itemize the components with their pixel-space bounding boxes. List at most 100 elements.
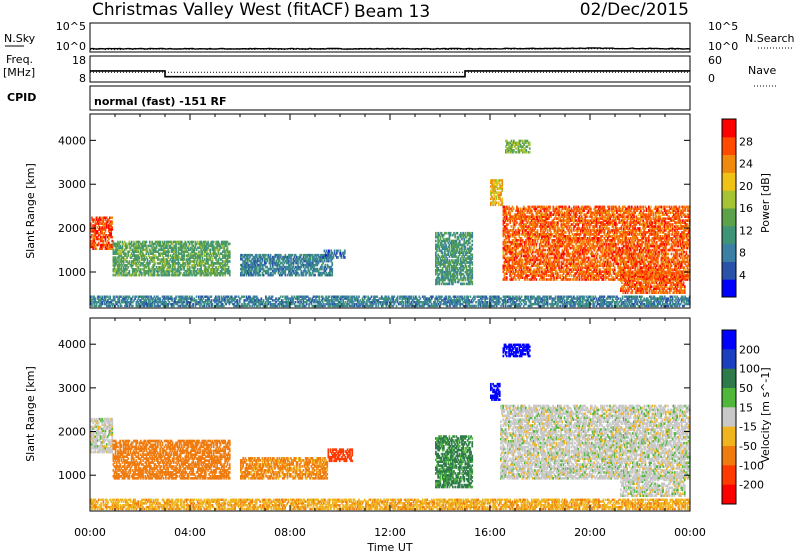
data-cell bbox=[207, 242, 209, 246]
data-cell bbox=[151, 273, 153, 277]
data-cell bbox=[286, 257, 289, 261]
data-cell bbox=[528, 207, 531, 211]
data-cell bbox=[534, 221, 536, 224]
data-cell bbox=[526, 278, 529, 281]
data-cell bbox=[120, 266, 123, 269]
data-cell bbox=[594, 223, 597, 226]
data-cell bbox=[125, 266, 127, 269]
data-cell bbox=[563, 252, 566, 256]
data-cell bbox=[562, 252, 565, 256]
data-cell bbox=[566, 248, 568, 252]
data-cell bbox=[519, 209, 522, 213]
data-cell bbox=[518, 250, 521, 254]
data-cell bbox=[584, 248, 586, 252]
data-cell bbox=[160, 258, 163, 261]
data-cell bbox=[576, 239, 579, 242]
data-cell bbox=[453, 263, 455, 266]
data-cell bbox=[134, 242, 136, 246]
data-cell bbox=[462, 257, 464, 260]
data-cell bbox=[574, 240, 576, 244]
data-cell bbox=[436, 257, 438, 260]
data-cell bbox=[505, 270, 508, 273]
data-cell bbox=[330, 269, 332, 273]
data-cell bbox=[153, 242, 156, 246]
data-cell bbox=[554, 229, 557, 232]
data-cell bbox=[99, 247, 101, 250]
data-cell bbox=[147, 266, 150, 269]
data-cell bbox=[308, 271, 311, 275]
data-cell bbox=[533, 223, 535, 226]
data-cell bbox=[519, 252, 522, 256]
data-cell bbox=[561, 278, 564, 281]
data-cell bbox=[209, 273, 212, 277]
data-cell bbox=[519, 237, 522, 240]
data-cell bbox=[435, 259, 437, 262]
data-cell bbox=[115, 250, 118, 253]
data-cell bbox=[92, 237, 94, 241]
data-cell bbox=[519, 258, 522, 262]
data-cell bbox=[519, 250, 522, 254]
data-cell bbox=[437, 241, 439, 245]
data-cell bbox=[269, 261, 272, 265]
data-cell bbox=[437, 253, 439, 256]
data-cell bbox=[272, 257, 274, 261]
data-cell bbox=[143, 244, 145, 248]
data-cell bbox=[206, 269, 208, 273]
data-cell bbox=[302, 253, 305, 257]
data-cell bbox=[170, 256, 173, 259]
data-cell bbox=[573, 254, 575, 258]
data-cell bbox=[449, 276, 452, 280]
data-cell bbox=[562, 278, 565, 281]
data-cell bbox=[553, 221, 556, 224]
data-cell bbox=[569, 209, 572, 213]
data-cell bbox=[543, 244, 546, 248]
data-cell bbox=[528, 223, 531, 226]
data-cell bbox=[528, 217, 531, 220]
data-cell bbox=[122, 266, 125, 269]
data-cell bbox=[199, 260, 201, 263]
data-cell bbox=[120, 271, 123, 275]
data-cell bbox=[567, 278, 569, 281]
data-cell bbox=[122, 258, 125, 261]
data-cell bbox=[97, 243, 100, 247]
data-cell bbox=[443, 276, 445, 280]
data-cell bbox=[579, 207, 582, 211]
data-cell bbox=[455, 241, 458, 245]
data-cell bbox=[596, 260, 599, 264]
data-cell bbox=[546, 207, 549, 211]
data-cell bbox=[558, 219, 560, 222]
data-cell bbox=[508, 262, 510, 266]
data-cell bbox=[179, 268, 182, 271]
data-cell bbox=[200, 242, 202, 246]
data-cell bbox=[283, 261, 286, 265]
data-cell bbox=[144, 248, 147, 252]
data-cell bbox=[110, 224, 112, 227]
data-cell bbox=[538, 225, 541, 228]
data-cell bbox=[129, 248, 132, 252]
data-cell bbox=[321, 257, 323, 261]
data-cell bbox=[152, 252, 155, 255]
data-cell bbox=[139, 271, 142, 275]
data-cell bbox=[109, 234, 111, 237]
data-cell bbox=[211, 262, 214, 265]
data-cell bbox=[137, 254, 140, 257]
data-cell bbox=[519, 219, 522, 222]
data-cell bbox=[519, 215, 522, 218]
data-cell bbox=[559, 240, 561, 244]
data-cell bbox=[435, 280, 437, 284]
data-cell bbox=[157, 242, 159, 246]
data-cell bbox=[541, 244, 543, 248]
data-cell bbox=[111, 245, 114, 249]
data-cell bbox=[138, 252, 141, 255]
data-cell bbox=[185, 273, 188, 277]
data-cell bbox=[513, 272, 516, 275]
data-cell bbox=[498, 191, 500, 194]
data-cell bbox=[560, 215, 563, 218]
data-cell bbox=[559, 276, 561, 279]
data-cell bbox=[450, 265, 453, 268]
data-cell bbox=[436, 270, 438, 274]
data-cell bbox=[203, 248, 206, 252]
data-cell bbox=[245, 269, 248, 273]
data-region-1 bbox=[112, 240, 231, 277]
data-cell bbox=[138, 271, 141, 275]
